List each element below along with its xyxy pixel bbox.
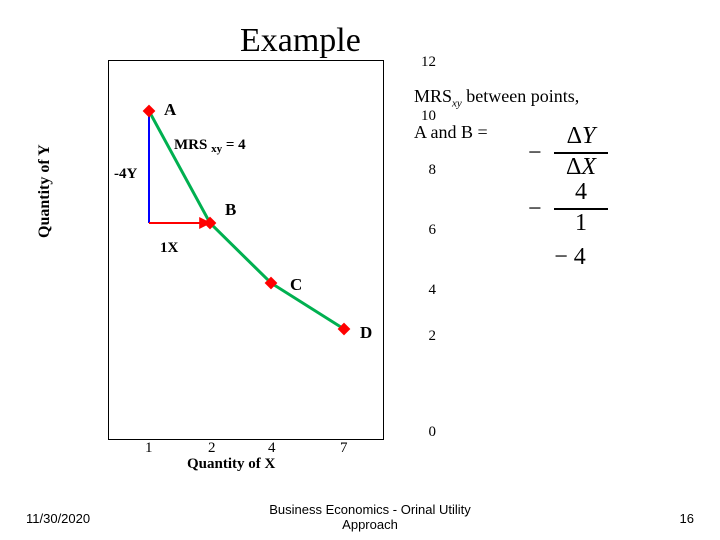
page-title: Example (240, 22, 361, 60)
side-mrs: MRS (414, 86, 452, 106)
x-axis-title: Quantity of X (187, 456, 275, 473)
y-axis-title: Quantity of Y (36, 144, 54, 238)
side-line2: A and B = (414, 122, 488, 143)
side-line1b: between points, (462, 86, 579, 106)
formula-row-1: − ΔY ΔX (552, 126, 612, 182)
y-tick-0: 0 (406, 424, 436, 441)
annot-mrs-tail: = 4 (222, 137, 246, 153)
annot-mrs-center: MRS xy = 4 (174, 137, 246, 156)
formula-r3: − 4 (528, 244, 612, 271)
x-tick-7: 7 (340, 440, 348, 457)
formula-row-3: − 4 (552, 238, 612, 278)
point-C-label: C (290, 275, 302, 295)
y-tick-6: 6 (406, 222, 436, 239)
chart-svg (109, 61, 385, 441)
annot-mrs-sub-l: xy (211, 143, 222, 155)
y-tick-4: 4 (406, 282, 436, 299)
footer-caption: Business Economics - Orinal Utility Appr… (260, 502, 480, 532)
annot-neg4y: -4Y (114, 166, 137, 183)
side-mrs-sub: xy (452, 98, 462, 110)
chart-frame (108, 60, 384, 440)
side-line1: MRSxy between points, (414, 86, 579, 110)
point-B-label: B (225, 200, 236, 220)
formula-r2-den: 1 (556, 210, 606, 237)
footer-date: 11/30/2020 (26, 511, 90, 526)
y-tick-8: 8 (406, 162, 436, 179)
y-tick-2: 2 (406, 328, 436, 345)
formula-minus-2: − (528, 196, 542, 223)
x-tick-4: 4 (268, 440, 276, 457)
formula-row-2: − 4 1 (552, 182, 612, 238)
y-tick-12: 12 (406, 54, 436, 71)
formula-block: − ΔY ΔX − 4 1 − 4 (552, 126, 612, 278)
formula-r2-num: 4 (556, 179, 606, 206)
formula-minus-1: − (528, 140, 542, 167)
formula-r1-den: ΔX (556, 154, 606, 181)
formula-r1-num: ΔY (556, 123, 606, 150)
footer-page-num: 16 (680, 511, 694, 526)
x-tick-2: 2 (208, 440, 216, 457)
point-D-label: D (360, 323, 372, 343)
annot-mrs-text: MRS (174, 137, 207, 153)
x-tick-1: 1 (145, 440, 153, 457)
point-A-label: A (164, 100, 176, 120)
annot-1x: 1X (160, 240, 178, 257)
